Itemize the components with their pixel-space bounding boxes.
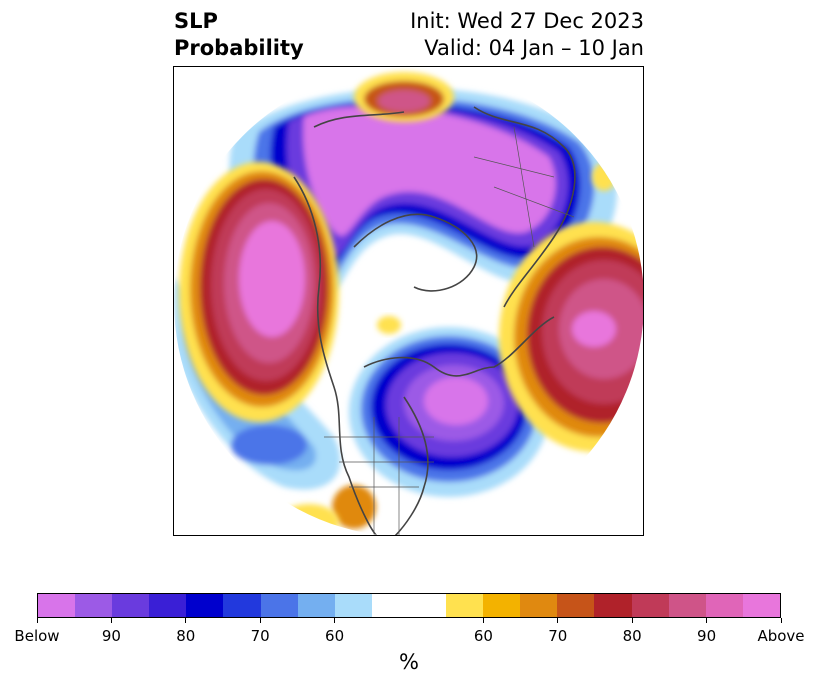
colorbar-tick-label: 60 [473,627,493,645]
colorbar-tick [36,618,38,623]
colorbar-swatch [557,594,595,617]
colorbar-swatch [408,594,447,617]
colorbar-swatch [705,594,743,617]
colorbar-tick-label: 70 [548,627,568,645]
colorbar-tick-label: Below [14,627,60,645]
colorbar-tick [482,618,484,623]
colorbar-swatch [223,594,261,617]
colorbar-tick [706,618,708,623]
title-right: Init: Wed 27 Dec 2023 Valid: 04 Jan – 10… [410,8,644,62]
title-variable: SLP [174,9,218,33]
colorbar-swatch [186,594,224,617]
colorbar-swatch [75,594,113,617]
colorbar-tick [334,618,336,623]
colorbar-tick-label: 90 [697,627,717,645]
colorbar-swatch [371,594,409,617]
colorbar-tick-label: 80 [622,627,642,645]
colorbar-tick [557,618,559,623]
colorbar-swatch [742,594,780,617]
colorbar-swatch [668,594,706,617]
title-field: Probability [174,36,304,60]
above-anomaly-north [354,72,454,122]
colorbar-swatch [334,594,372,617]
map-canvas [174,67,643,535]
probability-map [173,66,644,536]
colorbar-swatch [446,594,484,617]
colorbar-tick [259,618,261,623]
colorbar-tick-label: 80 [176,627,196,645]
below-anomaly-north [229,88,617,299]
colorbar-swatch [594,594,632,617]
shaded-fields [174,67,643,535]
colorbar-tick-label: 90 [101,627,121,645]
colorbar-swatch [112,594,150,617]
colorbar-swatch [631,594,669,617]
colorbar-swatch [483,594,521,617]
colorbar-swatch [149,594,187,617]
coastlines [293,106,576,535]
colorbar-units: % [399,650,419,674]
init-date: Init: Wed 27 Dec 2023 [410,9,644,33]
colorbar-swatch [260,594,298,617]
valid-range: Valid: 04 Jan – 10 Jan [424,36,644,60]
colorbar-swatch [38,594,76,617]
above-anomaly-west [179,162,339,422]
colorbar-swatch [520,594,558,617]
colorbar [37,593,781,618]
colorbar-tick [110,618,112,623]
colorbar-swatch [297,594,335,617]
colorbar-tick-label: 60 [325,627,345,645]
colorbar-tick-label: Above [757,627,805,645]
title-left: SLP Probability [174,8,304,62]
borders [324,126,575,535]
colorbar-tick [185,618,187,623]
colorbar-tick [631,618,633,623]
colorbar-tick-label: 70 [250,627,270,645]
colorbar-tick [780,618,782,623]
